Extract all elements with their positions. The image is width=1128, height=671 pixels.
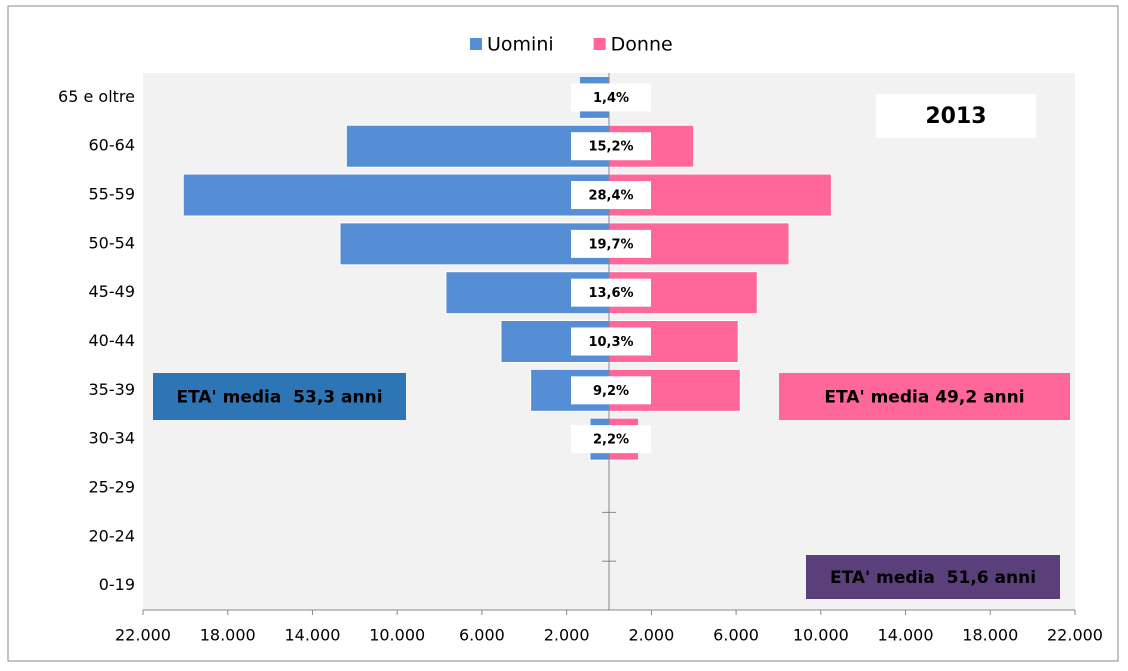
x-tick-label: 2.000 xyxy=(544,626,590,645)
share-label-box xyxy=(571,132,651,161)
x-tick-label: 14.000 xyxy=(284,626,340,645)
bar xyxy=(345,124,610,168)
y-tick-label: 40-44 xyxy=(89,331,136,350)
x-tick-label: 14.000 xyxy=(878,626,934,645)
y-tick-label: 20-24 xyxy=(89,526,136,545)
bar xyxy=(339,222,610,266)
annotation-box xyxy=(806,555,1060,599)
share-label: 13,6% xyxy=(588,286,633,301)
annotation-text: 2013 xyxy=(925,104,986,129)
x-tick-label: 6.000 xyxy=(713,626,759,645)
annotation-text: ETA' media 53,3 anni xyxy=(176,388,382,408)
share-label-box xyxy=(571,376,651,405)
annotation-box xyxy=(779,373,1070,420)
x-tick-label: 10.000 xyxy=(793,626,849,645)
annotation-text: ETA' media 49,2 anni xyxy=(824,388,1024,408)
legend-swatch xyxy=(593,38,606,50)
y-tick-label: 50-54 xyxy=(89,233,136,252)
y-tick-label: 25-29 xyxy=(89,477,136,496)
y-tick-label: 0-19 xyxy=(99,575,135,594)
share-label-box xyxy=(571,83,651,112)
share-label-box xyxy=(571,327,651,356)
share-label-box xyxy=(571,181,651,210)
y-tick-label: 30-34 xyxy=(89,429,136,448)
annotation-box xyxy=(876,94,1036,138)
share-label-box xyxy=(571,425,651,454)
share-label: 1,4% xyxy=(593,91,629,106)
y-tick-label: 65 e oltre xyxy=(58,87,135,106)
annotation-box xyxy=(153,373,406,420)
legend-swatch xyxy=(470,38,482,50)
bar xyxy=(182,173,610,217)
share-label: 15,2% xyxy=(588,140,633,155)
share-label: 10,3% xyxy=(588,335,633,350)
x-tick-label: 18.000 xyxy=(200,626,256,645)
y-tick-label: 60-64 xyxy=(89,136,136,155)
x-tick-label: 2.000 xyxy=(628,626,674,645)
y-tick-label: 35-39 xyxy=(89,380,136,399)
annotation-text: ETA' media 51,6 anni xyxy=(830,568,1036,588)
share-label: 2,2% xyxy=(593,433,629,448)
share-label-box xyxy=(571,229,651,258)
x-tick-label: 6.000 xyxy=(459,626,505,645)
share-label: 19,7% xyxy=(588,237,633,252)
x-tick-label: 10.000 xyxy=(369,626,425,645)
y-tick-label: 55-59 xyxy=(89,185,136,204)
share-label: 9,2% xyxy=(593,384,629,399)
y-tick-label: 45-49 xyxy=(89,282,136,301)
share-label-box xyxy=(571,278,651,307)
x-tick-label: 22.000 xyxy=(115,626,171,645)
x-tick-label: 18.000 xyxy=(962,626,1018,645)
legend-label: Donne xyxy=(611,34,673,56)
x-tick-label: 22.000 xyxy=(1047,626,1103,645)
share-label: 28,4% xyxy=(588,189,633,204)
legend-label: Uomini xyxy=(487,34,554,56)
